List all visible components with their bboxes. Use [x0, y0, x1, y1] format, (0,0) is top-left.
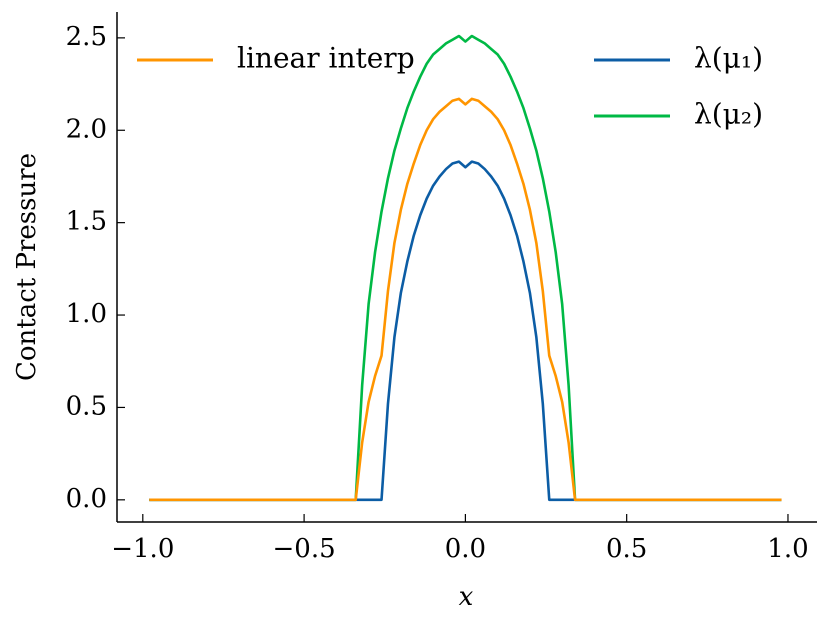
y-tick-label: 1.0 — [66, 299, 107, 329]
y-tick-label: 2.0 — [66, 114, 107, 144]
y-tick-label: 0.5 — [66, 391, 107, 421]
y-tick-label: 0.0 — [66, 484, 107, 514]
series-line — [149, 97, 782, 502]
x-tick-label: 1.0 — [767, 534, 808, 564]
x-axis-label: x — [459, 582, 474, 612]
x-tick-label: 0.0 — [445, 534, 486, 564]
series-line — [149, 34, 782, 502]
y-axis-label: Contact Pressure — [12, 153, 42, 381]
x-tick-label: 0.5 — [606, 534, 647, 564]
x-tick-label: −1.0 — [111, 534, 174, 564]
series-line — [149, 160, 782, 502]
legend-label: λ(μ₂) — [694, 98, 763, 131]
legend-label: λ(μ₁) — [694, 42, 763, 75]
y-tick-label: 2.5 — [66, 22, 107, 52]
y-tick-label: 1.5 — [66, 207, 107, 237]
legend-label: linear interp — [237, 42, 415, 75]
x-tick-label: −0.5 — [273, 534, 336, 564]
